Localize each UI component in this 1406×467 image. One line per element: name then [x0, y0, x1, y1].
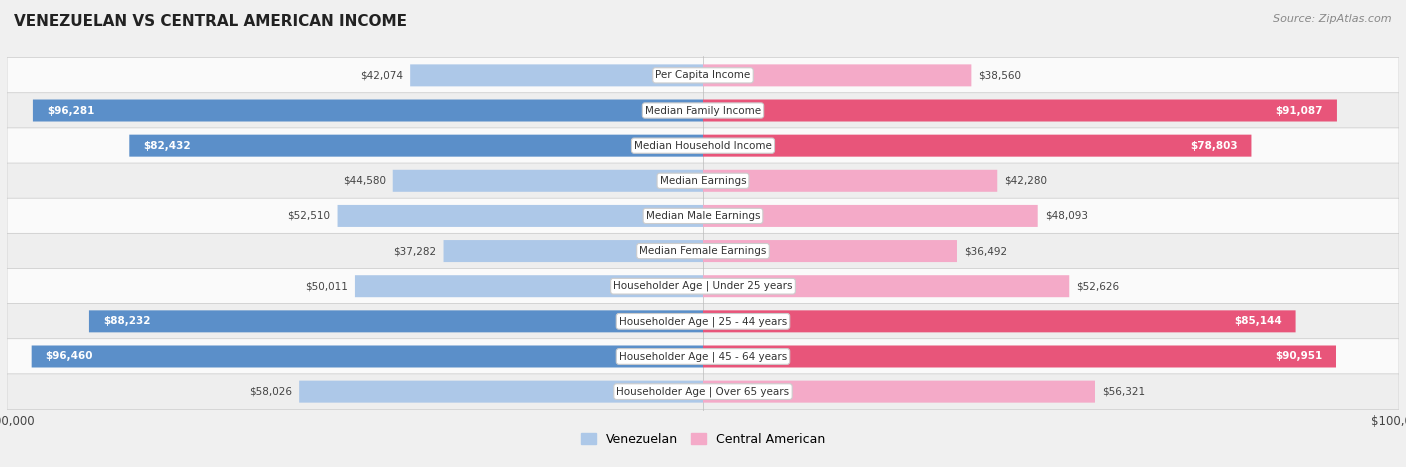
Text: $85,144: $85,144: [1234, 316, 1282, 326]
FancyBboxPatch shape: [89, 311, 703, 333]
Text: VENEZUELAN VS CENTRAL AMERICAN INCOME: VENEZUELAN VS CENTRAL AMERICAN INCOME: [14, 14, 408, 29]
Text: Median Male Earnings: Median Male Earnings: [645, 211, 761, 221]
FancyBboxPatch shape: [354, 275, 703, 297]
Text: $52,510: $52,510: [288, 211, 330, 221]
Text: $48,093: $48,093: [1045, 211, 1088, 221]
FancyBboxPatch shape: [703, 311, 1295, 333]
FancyBboxPatch shape: [32, 99, 703, 121]
Text: $91,087: $91,087: [1275, 106, 1323, 115]
Text: Householder Age | Over 65 years: Householder Age | Over 65 years: [616, 386, 790, 397]
FancyBboxPatch shape: [7, 304, 1399, 339]
FancyBboxPatch shape: [7, 57, 1399, 93]
FancyBboxPatch shape: [703, 381, 1095, 403]
FancyBboxPatch shape: [129, 134, 703, 156]
Text: $58,026: $58,026: [249, 387, 292, 396]
FancyBboxPatch shape: [337, 205, 703, 227]
FancyBboxPatch shape: [703, 134, 1251, 156]
Text: $88,232: $88,232: [103, 316, 150, 326]
Text: $50,011: $50,011: [305, 281, 347, 291]
Text: Median Family Income: Median Family Income: [645, 106, 761, 115]
FancyBboxPatch shape: [7, 128, 1399, 163]
FancyBboxPatch shape: [7, 339, 1399, 374]
FancyBboxPatch shape: [703, 346, 1336, 368]
Text: $36,492: $36,492: [965, 246, 1007, 256]
FancyBboxPatch shape: [7, 198, 1399, 234]
FancyBboxPatch shape: [32, 346, 703, 368]
FancyBboxPatch shape: [703, 240, 957, 262]
Text: Per Capita Income: Per Capita Income: [655, 71, 751, 80]
FancyBboxPatch shape: [703, 170, 997, 192]
Text: Median Earnings: Median Earnings: [659, 176, 747, 186]
Text: $96,460: $96,460: [45, 352, 93, 361]
Text: $82,432: $82,432: [143, 141, 191, 151]
FancyBboxPatch shape: [411, 64, 703, 86]
Text: Householder Age | 45 - 64 years: Householder Age | 45 - 64 years: [619, 351, 787, 362]
Text: Median Female Earnings: Median Female Earnings: [640, 246, 766, 256]
FancyBboxPatch shape: [299, 381, 703, 403]
Text: $42,280: $42,280: [1004, 176, 1047, 186]
Text: Median Household Income: Median Household Income: [634, 141, 772, 151]
Text: $37,282: $37,282: [394, 246, 437, 256]
FancyBboxPatch shape: [7, 93, 1399, 128]
FancyBboxPatch shape: [7, 269, 1399, 304]
Text: $96,281: $96,281: [46, 106, 94, 115]
Text: $38,560: $38,560: [979, 71, 1021, 80]
Text: Householder Age | Under 25 years: Householder Age | Under 25 years: [613, 281, 793, 291]
FancyBboxPatch shape: [7, 234, 1399, 269]
Text: $52,626: $52,626: [1076, 281, 1119, 291]
FancyBboxPatch shape: [7, 374, 1399, 410]
FancyBboxPatch shape: [443, 240, 703, 262]
FancyBboxPatch shape: [703, 205, 1038, 227]
Text: $44,580: $44,580: [343, 176, 385, 186]
Text: $90,951: $90,951: [1275, 352, 1322, 361]
FancyBboxPatch shape: [703, 64, 972, 86]
Text: Source: ZipAtlas.com: Source: ZipAtlas.com: [1274, 14, 1392, 24]
FancyBboxPatch shape: [703, 275, 1069, 297]
Text: $56,321: $56,321: [1102, 387, 1144, 396]
FancyBboxPatch shape: [703, 99, 1337, 121]
Text: $78,803: $78,803: [1189, 141, 1237, 151]
Text: Householder Age | 25 - 44 years: Householder Age | 25 - 44 years: [619, 316, 787, 326]
FancyBboxPatch shape: [7, 163, 1399, 198]
FancyBboxPatch shape: [392, 170, 703, 192]
Legend: Venezuelan, Central American: Venezuelan, Central American: [576, 428, 830, 451]
Text: $42,074: $42,074: [360, 71, 404, 80]
